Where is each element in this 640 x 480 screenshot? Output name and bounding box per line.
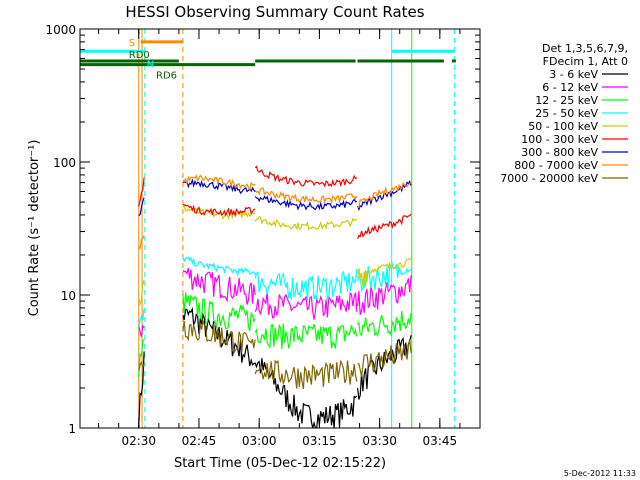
series-segment xyxy=(357,179,412,212)
series-12-25-kev xyxy=(138,292,412,378)
series-segment xyxy=(357,311,412,338)
series-segment xyxy=(138,197,145,217)
x-tick-label: 02:45 xyxy=(182,434,217,448)
x-tick-label: 03:30 xyxy=(362,434,397,448)
x-axis: 02:30 02:45 03:00 03:15 03:30 03:45 xyxy=(98,29,481,448)
series-segment xyxy=(254,323,358,350)
series-segment xyxy=(357,181,412,208)
y-tick-label: 100 xyxy=(53,156,76,170)
series-segment xyxy=(182,267,256,305)
series-segment xyxy=(254,195,357,211)
series-segment xyxy=(182,256,256,277)
series-segment xyxy=(138,351,145,428)
legend-entry-label: 800 - 7000 keV xyxy=(514,159,598,172)
legend: Det 1,3,5,6,7,9,FDecim 1, Att 03 - 6 keV… xyxy=(500,42,628,185)
marker-label: RD6 xyxy=(156,71,177,82)
series-segment xyxy=(254,187,358,205)
x-tick-label: 02:30 xyxy=(121,434,156,448)
series-segment xyxy=(182,306,358,428)
legend-entry-label: 25 - 50 keV xyxy=(535,107,598,120)
series-100-300-kev xyxy=(138,165,412,240)
series-segment xyxy=(182,204,256,218)
interval-vlines xyxy=(79,29,456,428)
series-segment xyxy=(138,235,145,251)
footer-timestamp: 5-Dec-2012 11:33 xyxy=(564,469,636,478)
series-segment xyxy=(254,165,358,188)
series-segment xyxy=(254,359,358,390)
plot-frame xyxy=(79,28,481,429)
series-segment xyxy=(357,338,412,377)
series-segment xyxy=(357,275,412,315)
marker-label: RD0 xyxy=(129,50,150,61)
chart-title: HESSI Observing Summary Count Rates xyxy=(125,3,424,21)
legend-entry-label: 3 - 6 keV xyxy=(549,68,598,81)
y-tick-label: 1 xyxy=(68,422,76,436)
series-segment xyxy=(357,257,412,288)
series-segment xyxy=(138,308,145,328)
legend-header: FDecim 1, Att 0 xyxy=(543,55,628,68)
marker-label: S xyxy=(129,38,135,49)
legend-entry-label: 12 - 25 keV xyxy=(535,94,598,107)
series-3-6-kev xyxy=(138,306,412,428)
series-6-12-kev xyxy=(138,267,412,337)
legend-entry-label: 7000 - 20000 keV xyxy=(500,172,598,185)
legend-entry-label: 300 - 800 keV xyxy=(521,146,598,159)
legend-entry-label: 100 - 300 keV xyxy=(521,133,598,146)
series-segment xyxy=(182,174,256,191)
y-tick-label: 1000 xyxy=(45,23,76,37)
series-segment xyxy=(254,291,358,320)
series-segment xyxy=(138,324,145,337)
series-segment xyxy=(357,213,412,240)
x-tick-label: 03:45 xyxy=(423,434,458,448)
x-tick-label: 03:00 xyxy=(242,434,277,448)
series-segment xyxy=(138,177,145,207)
series-segment xyxy=(254,216,358,231)
y-axis: 1 10 100 1000 xyxy=(45,23,480,436)
x-axis-label: Start Time (05-Dec-12 02:15:22) xyxy=(174,456,386,471)
legend-header: Det 1,3,5,6,7,9, xyxy=(542,42,628,55)
marker-label: N xyxy=(147,59,154,70)
series-segment xyxy=(182,178,256,195)
legend-entry-label: 6 - 12 keV xyxy=(542,81,598,94)
series-segment xyxy=(182,292,256,331)
series-segment xyxy=(182,320,256,355)
series-segment xyxy=(357,335,412,400)
y-axis-label: Count Rate (s⁻¹ detector⁻¹) xyxy=(27,140,42,317)
x-tick-label: 03:15 xyxy=(302,434,337,448)
series-segment xyxy=(138,339,145,378)
series-segment xyxy=(138,279,145,307)
series-800-7000-kev xyxy=(138,174,412,251)
legend-entry-label: 50 - 100 keV xyxy=(528,120,598,133)
y-tick-label: 10 xyxy=(61,289,76,303)
series-segment xyxy=(254,268,358,301)
series-layer xyxy=(138,165,412,428)
series-segment xyxy=(138,360,145,371)
series-7000-20000-kev xyxy=(138,320,412,390)
